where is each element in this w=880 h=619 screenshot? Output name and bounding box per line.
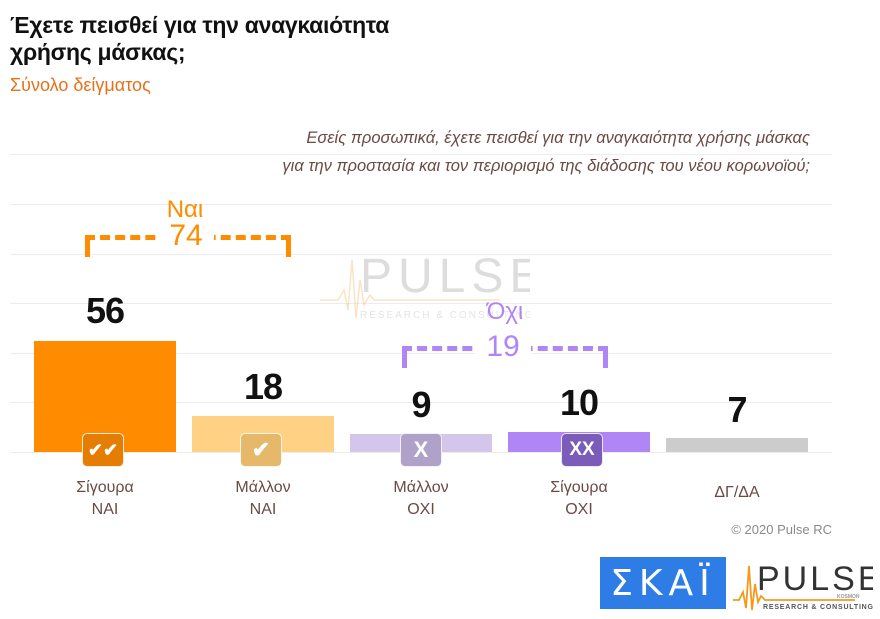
category-label-probably-no: Μάλλον ΟΧΙ	[350, 477, 492, 521]
category-line-2: ΝΑΙ	[91, 501, 119, 518]
bar-dont-know	[666, 438, 808, 452]
skai-logo-text: ΣΚΑΪ	[610, 562, 716, 604]
skai-logo: ΣΚΑΪ	[600, 557, 726, 609]
gridline	[10, 204, 832, 205]
gridline	[10, 353, 832, 354]
check-icon: ✔	[240, 433, 282, 467]
svg-text:RESEARCH & CONSULTING: RESEARCH & CONSULTING	[763, 604, 873, 611]
svg-text:PULSE: PULSE	[360, 250, 530, 303]
x-icon: X	[400, 433, 442, 467]
category-line-1: Σίγουρα	[76, 479, 134, 496]
copyright-text: © 2020 Pulse RC	[731, 522, 832, 537]
category-label-definitely-no: Σίγουρα ΟΧΙ	[508, 477, 650, 521]
category-line-1: Μάλλον	[235, 479, 291, 496]
category-line-2: ΟΧΙ	[565, 501, 593, 518]
gridline	[10, 254, 832, 255]
category-label-definitely-yes: Σίγουρα ΝΑΙ	[34, 477, 176, 521]
gridline	[10, 402, 832, 403]
double-check-icon: ✔✔	[82, 433, 124, 467]
no-group-total: 19	[475, 330, 531, 364]
svg-text:RESEARCH & CONSULTING: RESEARCH & CONSULTING	[360, 310, 530, 321]
question-line-1: Εσείς προσωπικά, έχετε πεισθεί για την α…	[306, 129, 810, 147]
category-label-probably-yes: Μάλλον ΝΑΙ	[192, 477, 334, 521]
category-line-1: Μάλλον	[393, 479, 449, 496]
category-line-2: ΟΧΙ	[407, 501, 435, 518]
chart-title: Έχετε πεισθεί για την αναγκαιότητα χρήση…	[10, 12, 390, 65]
category-label-dont-know: ΔΓ/ΔΑ	[714, 484, 760, 501]
gridline	[10, 303, 832, 304]
gridline	[10, 154, 832, 155]
bar-value-probably-yes: 18	[243, 366, 283, 407]
bar-value-probably-no: 9	[411, 384, 431, 425]
yes-group-label: Ναι	[166, 196, 204, 223]
pulse-watermark-logo: PULSE RESEARCH & CONSULTING	[320, 250, 530, 321]
bar-value-definitely-yes: 56	[85, 290, 125, 331]
question-line-2: για την προστασία και τον περιορισμό της…	[282, 157, 810, 175]
svg-text:KOSMON: KOSMON	[837, 594, 860, 600]
pulse-logo: PULSE KOSMON RESEARCH & CONSULTING	[733, 560, 873, 611]
bar-value-definitely-no: 10	[559, 382, 599, 423]
bar-value-dont-know: 7	[727, 389, 747, 430]
category-line-2: ΝΑΙ	[249, 501, 277, 518]
no-group-label: Όχι	[486, 298, 524, 325]
survey-question: Εσείς προσωπικά, έχετε πεισθεί για την α…	[282, 124, 810, 180]
category-line-1: Σίγουρα	[550, 479, 608, 496]
svg-text:PULSE: PULSE	[757, 560, 873, 598]
double-x-icon: XX	[561, 433, 603, 467]
chart-subtitle: Σύνολο δείγματος	[10, 75, 151, 95]
yes-group-total: 74	[158, 219, 214, 253]
